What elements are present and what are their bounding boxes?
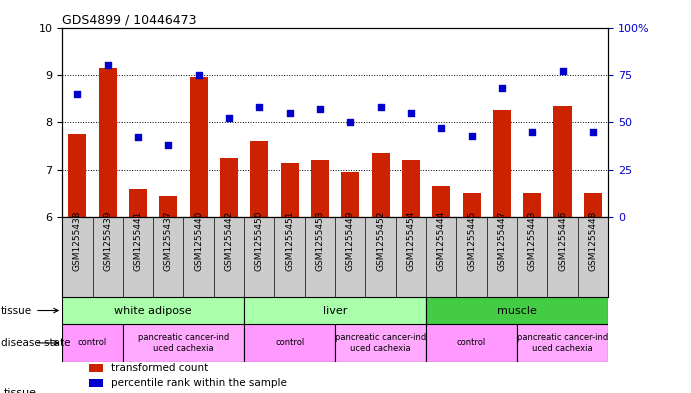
- Point: [527, 129, 538, 135]
- Bar: [523, 193, 541, 217]
- Text: muscle: muscle: [497, 305, 537, 316]
- Bar: [426, 297, 608, 324]
- Point: [436, 125, 447, 131]
- Bar: [62, 324, 123, 362]
- Bar: [89, 364, 103, 372]
- Text: disease state: disease state: [1, 338, 70, 348]
- Point: [72, 91, 83, 97]
- Text: tissue: tissue: [3, 388, 37, 393]
- Text: control: control: [275, 338, 304, 347]
- Bar: [402, 160, 420, 217]
- Bar: [68, 134, 86, 217]
- Bar: [311, 160, 329, 217]
- Text: pancreatic cancer-ind
uced cachexia: pancreatic cancer-ind uced cachexia: [517, 333, 608, 353]
- Text: GDS4899 / 10446473: GDS4899 / 10446473: [62, 13, 197, 26]
- Bar: [220, 158, 238, 217]
- Bar: [244, 324, 335, 362]
- Text: white adipose: white adipose: [114, 305, 192, 316]
- Bar: [129, 189, 147, 217]
- Text: pancreatic cancer-ind
uced cachexia: pancreatic cancer-ind uced cachexia: [335, 333, 426, 353]
- Bar: [372, 153, 390, 217]
- Bar: [553, 106, 571, 217]
- Bar: [281, 163, 299, 217]
- Bar: [426, 324, 517, 362]
- Bar: [341, 172, 359, 217]
- Point: [466, 132, 477, 139]
- Point: [193, 72, 205, 78]
- Text: percentile rank within the sample: percentile rank within the sample: [111, 378, 287, 388]
- Text: control: control: [457, 338, 486, 347]
- Point: [406, 110, 417, 116]
- Bar: [89, 379, 103, 387]
- Bar: [244, 297, 426, 324]
- Point: [254, 104, 265, 110]
- Point: [223, 115, 234, 121]
- Point: [284, 110, 295, 116]
- Point: [102, 62, 113, 68]
- Bar: [189, 77, 208, 217]
- Bar: [517, 324, 608, 362]
- Point: [314, 106, 325, 112]
- Bar: [584, 193, 602, 217]
- Text: transformed count: transformed count: [111, 363, 209, 373]
- Text: tissue: tissue: [1, 305, 32, 316]
- Bar: [159, 196, 178, 217]
- Bar: [123, 324, 244, 362]
- Bar: [250, 141, 268, 217]
- Point: [133, 134, 144, 141]
- Bar: [335, 324, 426, 362]
- Bar: [62, 297, 244, 324]
- Text: pancreatic cancer-ind
uced cachexia: pancreatic cancer-ind uced cachexia: [138, 333, 229, 353]
- Point: [345, 119, 356, 125]
- Text: liver: liver: [323, 305, 348, 316]
- Point: [557, 68, 568, 74]
- Point: [496, 85, 507, 91]
- Point: [375, 104, 386, 110]
- Point: [587, 129, 598, 135]
- Bar: [432, 186, 451, 217]
- Point: [163, 142, 174, 148]
- Bar: [493, 110, 511, 217]
- Text: control: control: [78, 338, 107, 347]
- Bar: [99, 68, 117, 217]
- Bar: [462, 193, 481, 217]
